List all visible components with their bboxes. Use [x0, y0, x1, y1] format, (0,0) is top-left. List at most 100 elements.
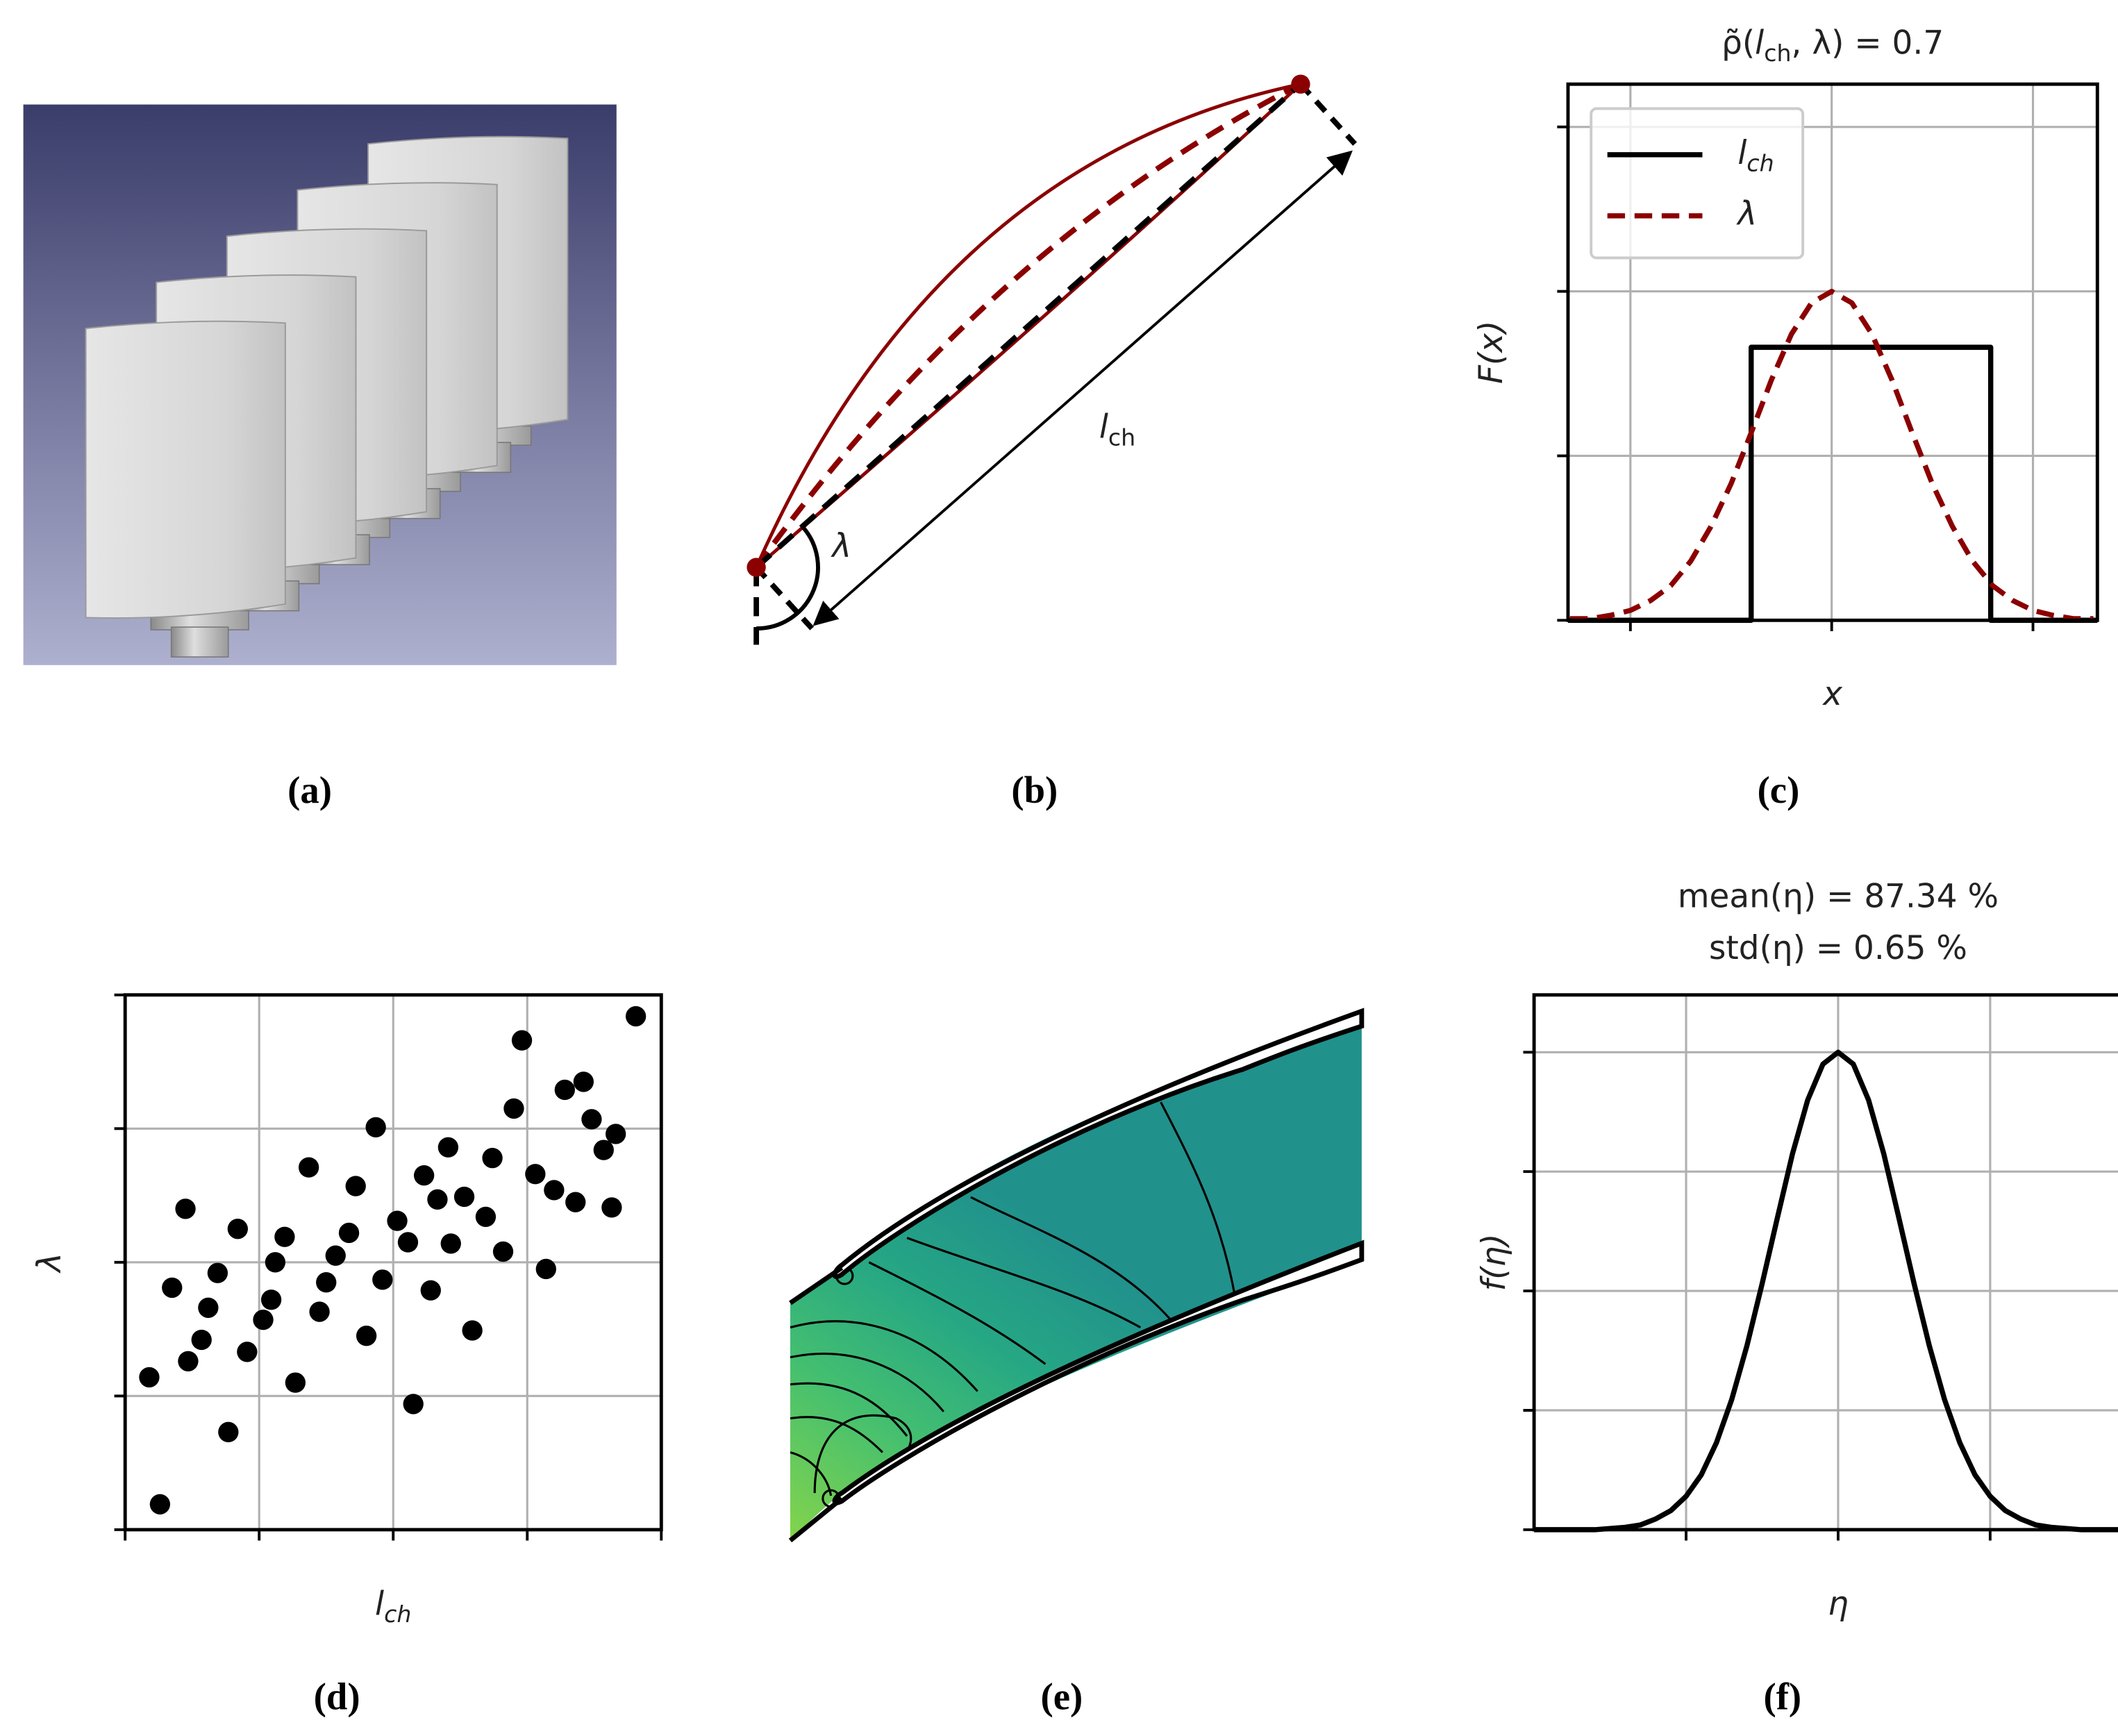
angle-label: λ [830, 527, 851, 565]
chart: η f(η) mean(η) = 87.34 % std(η) = 0.65 % [1475, 877, 2118, 1623]
scatter-point [237, 1342, 258, 1362]
scatter-point [397, 1232, 419, 1253]
angle-arc [756, 525, 820, 631]
legend-label: lch [1737, 133, 1774, 176]
text-part: l [1737, 133, 1746, 172]
scatter-point [325, 1245, 346, 1266]
chord-label: lch [1099, 408, 1135, 451]
panel-b-diagram [747, 74, 1358, 645]
scatter-point [298, 1157, 319, 1178]
scatter-point [338, 1222, 360, 1244]
scatter-point [492, 1241, 514, 1262]
camber-line [753, 81, 1302, 569]
scatter-point [525, 1164, 546, 1185]
scatter-point [198, 1297, 219, 1318]
scatter-point [482, 1147, 503, 1169]
scatter-point [356, 1326, 377, 1346]
text-part: l [375, 1585, 384, 1623]
scatter-point [253, 1309, 274, 1330]
scatter-point [365, 1117, 386, 1138]
leading-edge [747, 558, 766, 577]
x-axis-label: lch [375, 1585, 411, 1628]
axes-frame [1532, 993, 2118, 1532]
scatter-point [139, 1367, 160, 1388]
scatter-point [274, 1226, 295, 1247]
panel-label: (f) [1763, 1676, 1801, 1718]
chord-dimension [812, 150, 1353, 626]
scatter-point [309, 1301, 330, 1322]
scatter-point [420, 1280, 441, 1301]
panel-label: (b) [1011, 769, 1058, 811]
scatter-point [475, 1206, 497, 1228]
text-part: l [1099, 408, 1108, 446]
legend-box [1590, 107, 1805, 260]
scatter-point [453, 1186, 475, 1208]
axes-frame [123, 993, 663, 1532]
scatter-point [413, 1165, 435, 1186]
scatter-point [462, 1320, 483, 1341]
scatter-point [601, 1197, 622, 1218]
scatter-point [605, 1124, 626, 1144]
axes-frame [1566, 82, 2099, 622]
scatter-point [227, 1219, 248, 1240]
series-line [1534, 1049, 2118, 1533]
scatter-point [625, 1005, 647, 1027]
scatter-point [544, 1180, 565, 1201]
text-part: ch [1108, 424, 1135, 451]
x-axis-label: η [1828, 1585, 1849, 1623]
scatter-point [149, 1494, 171, 1514]
dim-extension [1299, 82, 1358, 146]
text-part: , λ) = 0.7 [1792, 24, 1944, 62]
scatter-point [191, 1329, 212, 1351]
scatter-point [573, 1071, 594, 1092]
blade [85, 320, 286, 619]
text-part: l [1755, 24, 1764, 62]
chart-title: mean(η) = 87.34 % [1678, 877, 1999, 915]
scatter-point [387, 1210, 408, 1231]
scatter-point [175, 1199, 196, 1219]
y-axis-label: f(η) [1475, 1233, 1513, 1291]
scatter-point [207, 1262, 228, 1283]
scatter-point [162, 1277, 183, 1299]
scatter-point [535, 1258, 556, 1280]
blade-lower [832, 1240, 1365, 1505]
panel-label: (c) [1758, 769, 1800, 811]
text-part: ch [384, 1601, 411, 1628]
scatter-point [403, 1394, 424, 1414]
scatter-point [316, 1272, 337, 1293]
scatter-point [581, 1109, 602, 1130]
y-axis-label: λ [31, 1253, 69, 1274]
x-axis-label: x [1821, 675, 1843, 713]
scatter-point [260, 1290, 282, 1310]
scatter-point [511, 1030, 533, 1051]
scatter-point [345, 1176, 366, 1196]
periodic-boundary [789, 1265, 844, 1305]
scatter-point [440, 1233, 461, 1254]
text-part: ρ̃( [1721, 24, 1755, 62]
trailing-edge [1291, 74, 1310, 94]
panel-e-contour [788, 1008, 1365, 1543]
scatter-point [372, 1269, 393, 1290]
blade-hub [170, 626, 229, 658]
periodic-boundary [788, 1496, 844, 1543]
contour-lines [790, 1101, 1237, 1508]
panel-label: (d) [314, 1676, 360, 1718]
legend-label: λ [1735, 194, 1757, 233]
blades [85, 135, 569, 658]
panel-label: (e) [1041, 1676, 1083, 1718]
scatter-point [593, 1140, 614, 1160]
text-part: ch [1764, 40, 1791, 67]
scatter-point [265, 1252, 286, 1273]
y-axis-label: F(x) [1472, 321, 1510, 384]
text-part: ch [1746, 149, 1774, 176]
blade-upper [832, 1008, 1365, 1279]
panel-label: (a) [287, 769, 332, 811]
scatter-point [178, 1351, 199, 1371]
scatter-point [285, 1372, 306, 1393]
scatter-point [503, 1098, 524, 1119]
scatter-point [565, 1192, 586, 1212]
scatter-point [218, 1421, 239, 1443]
chart: lch λ [31, 993, 663, 1628]
